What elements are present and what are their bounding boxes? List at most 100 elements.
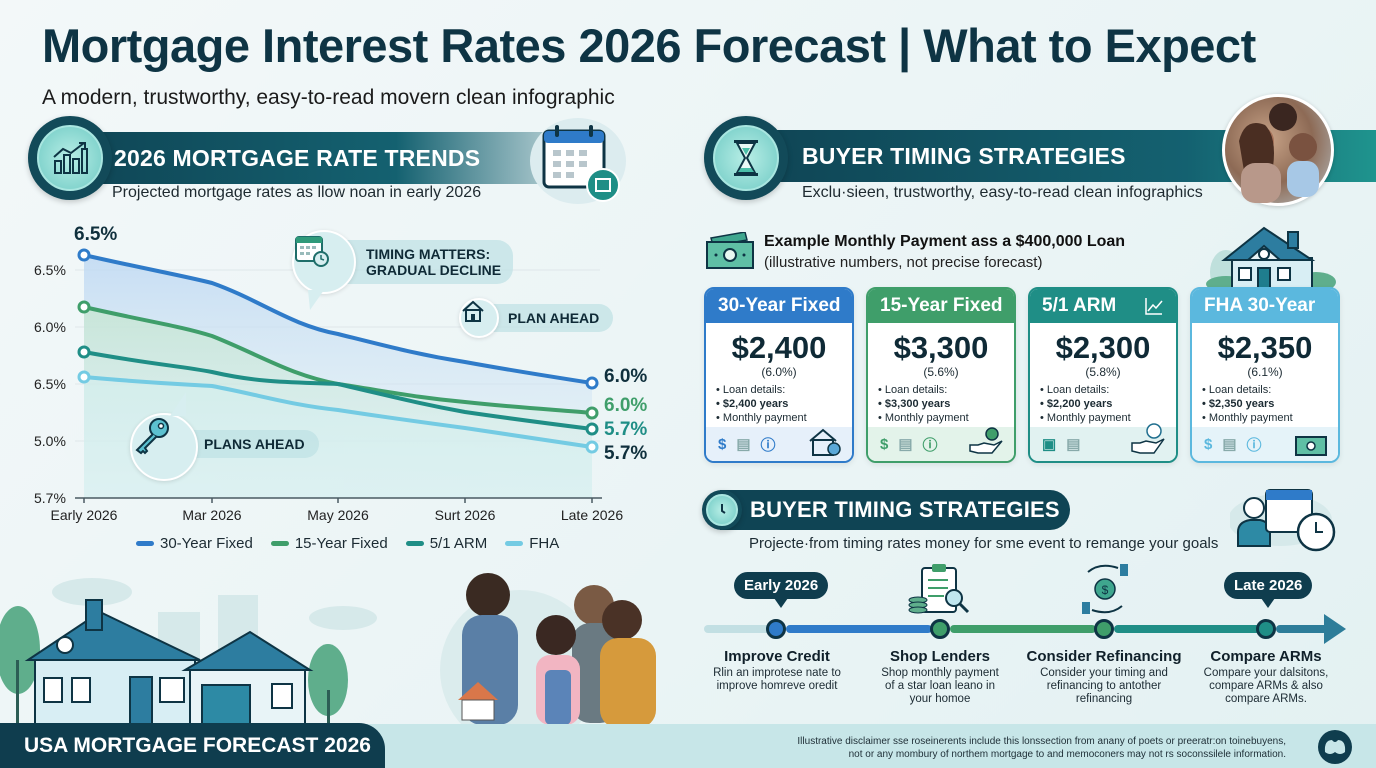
card-detail-line: Monthly payment [716,411,852,425]
payment-card-fha[interactable]: FHA 30-Year $2,350 (6.1%) Loan details: … [1190,287,1340,463]
timeline-track-end [1276,625,1328,633]
step-description: Consider your timing and refinancing to … [1040,667,1168,705]
document-icon: ▤ [736,436,751,453]
legend-label: 5/1 ARM [429,535,488,552]
computer-money-icon: ▣ [1042,436,1057,453]
end-label-15-year: 6.0% [604,395,648,416]
card-header: FHA 30-Year [1192,289,1338,323]
x-tick-3: Surt 2026 [434,507,496,523]
timeline-track-segment-1 [786,625,932,633]
card-rate: (6.1%) [1247,365,1283,379]
callout-plans-ahead-text: PLANS AHEAD [204,436,305,452]
card-detail-line: Loan details: [1040,383,1176,397]
info-icon[interactable]: ⓘ [1246,436,1262,454]
timeline-step-improve-credit: Improve Credit Rlin an improtese nate to… [692,648,862,693]
card-rate: (5.8%) [1085,365,1121,379]
step-title: Compare ARMs [1210,648,1322,665]
card-details: Loan details: $2,200 years Monthly payme… [1030,383,1176,425]
callout-timing-line1: TIMING MATTERS: [366,246,491,262]
card-footer: $ ▤ ⓘ [1192,427,1338,461]
bar-chart-trend-icon [37,125,103,191]
clock-icon [706,494,738,526]
legend-label: 30-Year Fixed [160,535,253,552]
card-detail-line: Monthly payment [878,411,1014,425]
timeline-step-compare-arms: Compare ARMs Compare your dalsitons, com… [1181,648,1351,706]
timeline-node-1[interactable] [766,619,786,639]
payment-card-30-year[interactable]: 30-Year Fixed $2,400 (6.0%) Loan details… [704,287,854,463]
card-detail-line: $2,400 years [716,397,852,411]
timeline-node-2[interactable] [930,619,950,639]
document-icon: ▤ [898,436,913,453]
info-icon[interactable]: ⓘ [922,436,938,454]
callout-pointer [308,290,324,310]
family-photo [458,573,656,728]
card-detail-line: $3,300 years [878,397,1014,411]
card-header: 5/1 ARM [1030,289,1176,323]
legend-item-arm: 5/1 ARM [405,535,488,552]
card-detail-line: Monthly payment [1040,411,1176,425]
brand-logo-icon [1318,730,1352,764]
info-icon[interactable]: ⓘ [760,436,776,454]
timeline-title: BUYER TIMING STRATEGIES [750,497,1060,522]
document-icon: ▤ [1066,436,1081,453]
disclaimer-line: Illustrative disclaimer sse roseinerents… [797,736,1286,747]
y-tick-2: 6.5% [34,376,66,392]
timeline-badge [702,490,742,530]
legend-swatch [136,541,154,546]
series-fha-line [83,375,593,449]
timeline-arrow-icon [1324,614,1346,644]
payment-card-arm[interactable]: 5/1 ARM $2,300 (5.8%) Loan details: $2,2… [1028,287,1178,463]
card-details: Loan details: $2,350 years Monthly payme… [1192,383,1338,425]
start-value-label: 6.5% [74,224,118,245]
x-tick-0: Early 2026 [50,507,118,523]
step-description: Shop monthly payment of a star loan lean… [881,667,999,705]
card-details: Loan details: $2,400 years Monthly payme… [706,383,852,425]
clipboard-search-icon [908,564,970,614]
legend-item-15-year: 15-Year Fixed [270,535,388,552]
legend-item-fha: FHA [505,535,559,552]
buyer-badge [704,116,788,200]
timeline-step-shop-lenders: Shop Lenders Shop monthly payment of a s… [855,648,1025,706]
timeline-node-4[interactable] [1256,619,1276,639]
card-rate: (6.0%) [761,365,797,379]
trends-header-bar: 2026 MORTGAGE RATE TRENDS [60,132,620,184]
timeline-header-bar: BUYER TIMING STRATEGIES [720,490,1070,530]
document-icon: ▤ [1222,436,1237,453]
rate-trend-chart: 6.5% 6.5% 6.0% 6.5% 5.0% 5.7% Early 2026… [0,220,690,560]
timeline-subtitle: Projecte·from timing rates money for sme… [749,535,1219,552]
timeline-node-3[interactable] [1094,619,1114,639]
house-coin-icon [809,428,841,456]
page-subtitle: A modern, trustworthy, easy-to-read move… [42,86,615,109]
disclaimer-line: not or any mombury of northem mortgage t… [848,749,1286,760]
end-label-30-year: 6.0% [604,366,648,387]
x-tick-4: Late 2026 [560,507,624,523]
card-detail-line: Monthly payment [1202,411,1338,425]
timeline-start-bubble: Early 2026 [734,572,829,608]
legend-swatch [505,541,524,546]
callout-timing-line2: GRADUAL DECLINE [366,262,502,278]
legend-item-30-year: 30-Year Fixed [136,535,253,552]
calendar-icon [542,125,620,202]
legend-label: FHA [529,535,560,552]
trends-badge [28,116,112,200]
callout-plan-ahead: PLAN AHEAD [478,304,614,332]
timeline-track-segment-2 [950,625,1096,633]
payment-subtitle: (illustrative numbers, not precise forec… [764,254,1043,271]
timeline-track-segment-3 [1114,625,1260,633]
payment-card-15-year[interactable]: 15-Year Fixed $3,300 (5.6%) Loan details… [866,287,1016,463]
card-header: 30-Year Fixed [706,289,852,323]
trend-up-icon [1145,298,1163,315]
timeline-step-refinancing: Consider Refinancing Consider your timin… [1019,648,1189,706]
card-amount: $2,300 [1055,330,1151,365]
x-tick-2: May 2026 [307,507,369,523]
key-icon [130,413,198,481]
timeline-end-bubble: Late 2026 [1224,572,1313,608]
house-illustration [1206,226,1336,290]
cash-icon [1295,436,1327,456]
legend-swatch [270,541,289,546]
end-label-arm: 5.7% [604,419,648,440]
hands-coin-refinance-icon: $ [1082,564,1128,614]
footer-banner: USA MORTGAGE FORECAST 2026 [0,723,385,768]
card-amount: $2,350 [1217,330,1313,365]
callout-plan-ahead-text: PLAN AHEAD [508,310,600,326]
